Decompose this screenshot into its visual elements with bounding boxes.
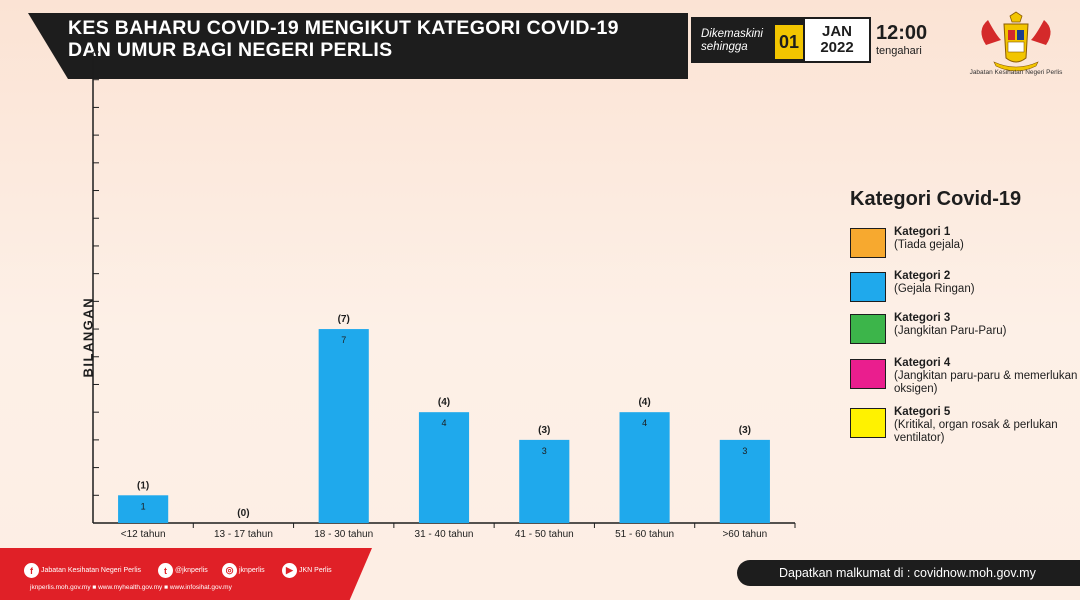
legend-text: Kategori 2 (Gejala Ringan) <box>894 270 975 302</box>
update-year: 2022 <box>820 39 854 56</box>
legend-text: Kategori 3 (Jangkitan Paru-Paru) <box>894 312 1007 344</box>
facebook-handle: Jabatan Kesihatan Negeri Perlis <box>41 567 142 574</box>
bar-total-label: (7) <box>338 314 350 325</box>
instagram-link[interactable]: ◎ jknperlis <box>222 563 265 578</box>
footer-social-bar <box>0 548 372 600</box>
bar-total-label: (3) <box>739 425 751 436</box>
twitter-handle: @jknperlis <box>175 567 208 574</box>
legend-description: (Kritikal, organ rosak & perlukan ventil… <box>894 419 1058 444</box>
youtube-handle: JKN Perlis <box>299 567 332 574</box>
bar-total-label: (4) <box>438 397 450 408</box>
x-tick-label: 31 - 40 tahun <box>415 529 474 540</box>
legend-text: Kategori 1 (Tiada gejala) <box>894 226 964 258</box>
bar-total-label: (3) <box>538 425 550 436</box>
bar <box>619 412 670 523</box>
footer-links[interactable]: jknperlis.moh.gov.my ■ www.myhealth.gov.… <box>30 584 232 591</box>
legend-swatch <box>850 272 886 302</box>
info-banner: Dapatkan malkumat di : covidnow.moh.gov.… <box>737 560 1080 586</box>
legend-category: Kategori 2 <box>894 270 951 282</box>
legend-category: Kategori 3 <box>894 312 951 324</box>
youtube-link[interactable]: ▶ JKN Perlis <box>282 563 332 578</box>
legend-swatch <box>850 408 886 438</box>
x-tick-label: 13 - 17 tahun <box>214 529 273 540</box>
twitter-icon: t <box>158 563 173 578</box>
bar-value-label: 3 <box>542 446 547 456</box>
legend-item: Kategori 5 (Kritikal, organ rosak & perlu… <box>850 406 1080 445</box>
bar-value-label: 3 <box>742 446 747 456</box>
title-banner <box>28 13 688 79</box>
bar-value-label: 7 <box>341 335 346 345</box>
update-month-year: JAN 2022 <box>805 19 869 61</box>
update-date-box: Dikemaskini sehingga 01 JAN 2022 <box>691 17 871 63</box>
facebook-link[interactable]: f Jabatan Kesihatan Negeri Perlis <box>24 563 141 578</box>
update-label: Dikemaskini sehingga <box>701 28 763 53</box>
instagram-icon: ◎ <box>222 563 237 578</box>
legend-title: Kategori Covid-19 <box>850 188 1022 210</box>
legend-category: Kategori 5 <box>894 406 951 418</box>
legend-description: (Jangkitan paru-paru & memerlukan oksige… <box>894 370 1078 395</box>
x-tick-label: <12 tahun <box>121 529 166 540</box>
x-tick-label: 51 - 60 tahun <box>615 529 674 540</box>
bar-total-label: (0) <box>237 508 249 519</box>
malaysia-crest-icon <box>981 11 1051 72</box>
update-time: 12:00 tengahari <box>876 22 927 57</box>
legend-item: Kategori 2 (Gejala Ringan) <box>850 270 975 302</box>
legend-text: Kategori 4 (Jangkitan paru-paru & memerlu… <box>894 357 1080 396</box>
bar <box>519 439 570 523</box>
bar <box>418 412 470 523</box>
legend-swatch <box>850 314 886 344</box>
bar <box>318 329 369 523</box>
legend-category: Kategori 4 <box>894 357 951 369</box>
bar-value-label: 4 <box>441 418 446 428</box>
bar <box>118 495 169 523</box>
legend-swatch <box>850 228 886 258</box>
x-tick-label: 41 - 50 tahun <box>515 529 574 540</box>
legend-swatch <box>850 359 886 389</box>
update-month: JAN <box>821 23 852 40</box>
update-time-period: tengahari <box>876 45 922 57</box>
legend-text: Kategori 5 (Kritikal, organ rosak & perlu… <box>894 406 1080 445</box>
x-tick-label: >60 tahun <box>722 529 767 540</box>
legend-item: Kategori 1 (Tiada gejala) <box>850 226 964 258</box>
bar-value-label: 1 <box>141 501 146 511</box>
bar <box>719 439 770 523</box>
legend-description: (Tiada gejala) <box>894 239 964 251</box>
instagram-handle: jknperlis <box>239 567 265 574</box>
bar-total-label: (1) <box>137 480 149 491</box>
bar-value-label: 4 <box>642 418 647 428</box>
legend-item: Kategori 3 (Jangkitan Paru-Paru) <box>850 312 1007 344</box>
twitter-link[interactable]: t @jknperlis <box>158 563 208 578</box>
chart-labels: 1 (1) <12 tahun (0) 13 - 17 tahun 7 (7) 18 - 30… <box>121 314 767 540</box>
bar-total-label: (4) <box>638 397 650 408</box>
youtube-icon: ▶ <box>282 563 297 578</box>
x-tick-label: 18 - 30 tahun <box>314 529 373 540</box>
update-time-value: 12:00 <box>876 22 928 44</box>
chart-bars <box>118 329 770 523</box>
legend-item: Kategori 4 (Jangkitan paru-paru & memerlu… <box>850 357 1080 396</box>
legend-description: (Jangkitan Paru-Paru) <box>894 325 1007 337</box>
page-title: KES BAHARU COVID-19 MENGIKUT KATEGORI CO… <box>68 17 619 61</box>
legend-category: Kategori 1 <box>894 226 951 238</box>
legend-description: (Gejala Ringan) <box>894 283 975 295</box>
org-name: Jabatan Kesihatan Negeri Perlis <box>969 69 1063 76</box>
update-day: 01 <box>773 19 805 61</box>
facebook-icon: f <box>24 563 39 578</box>
